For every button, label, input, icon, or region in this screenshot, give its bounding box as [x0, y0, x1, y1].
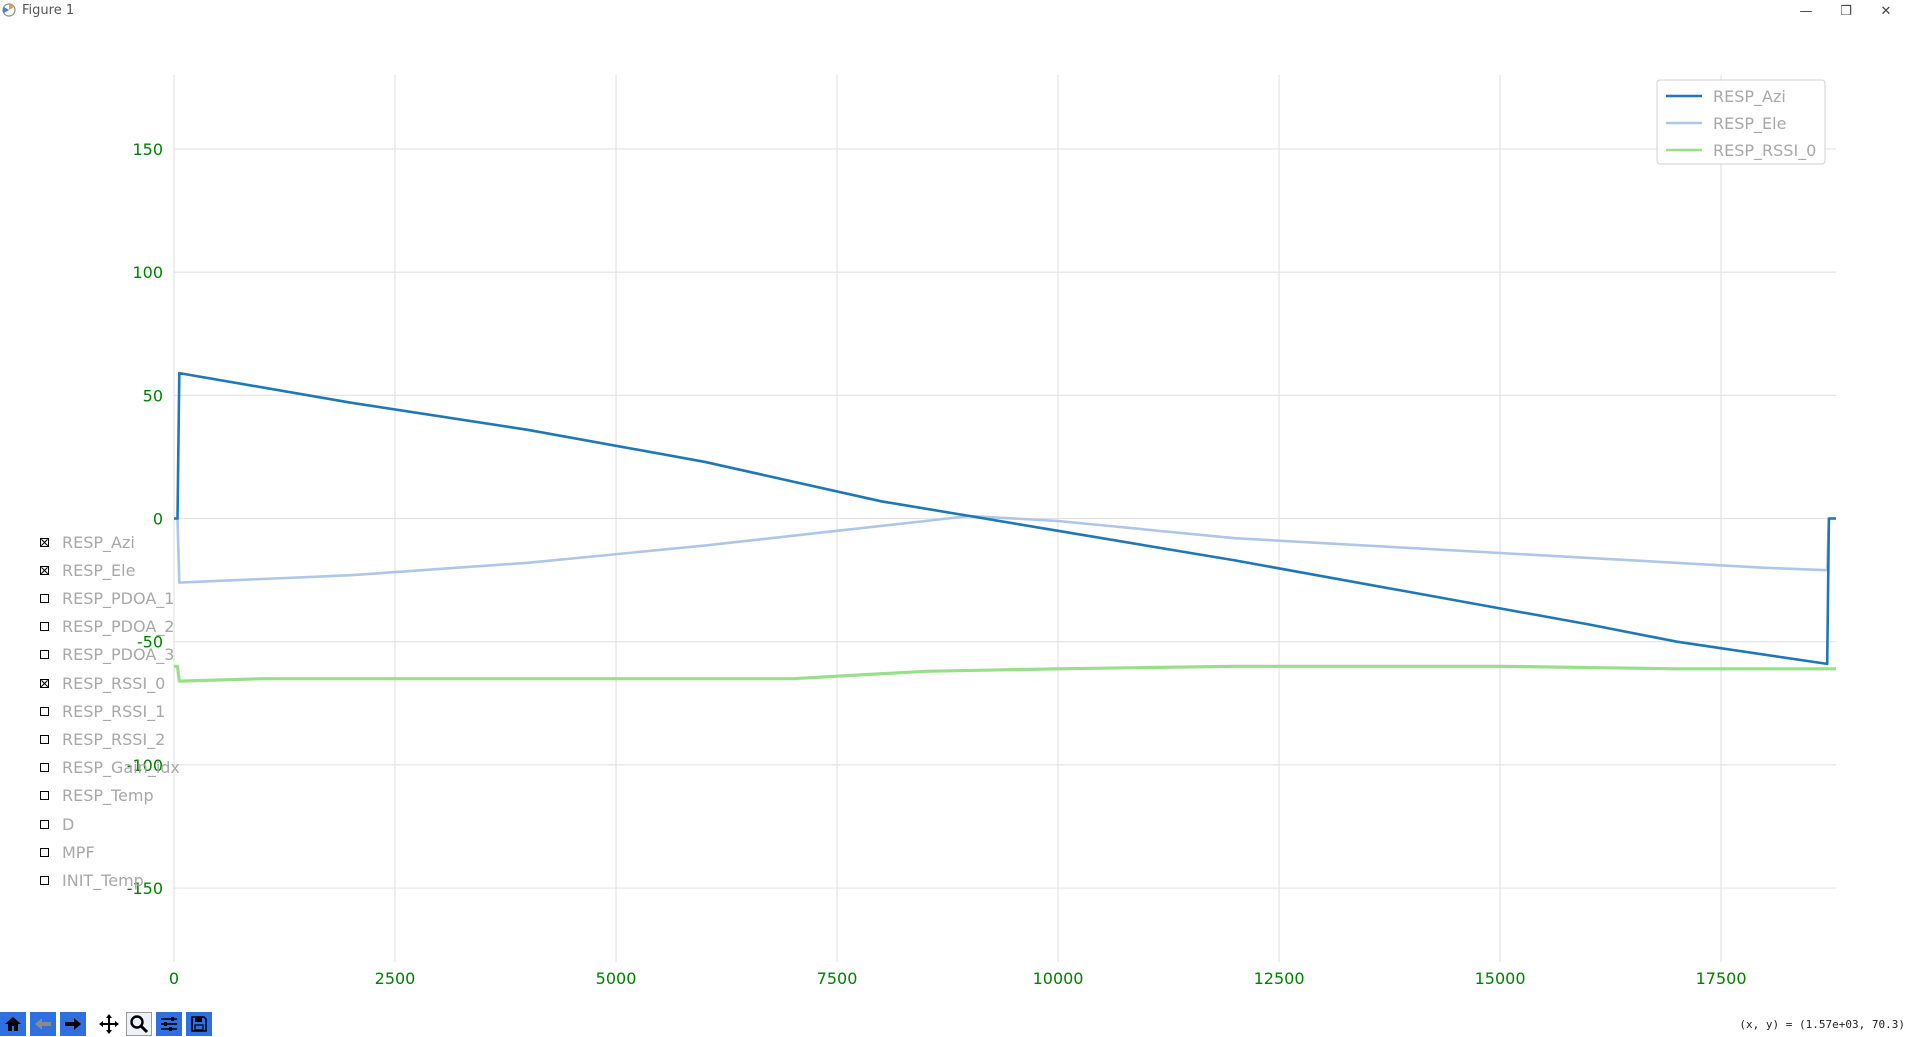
legend-label: RESP_Ele: [1713, 114, 1786, 134]
tick-labels: 0 2500 5000 7500 10000 12500 15000 17500 150 100 5…: [127, 140, 1747, 988]
home-icon: [5, 1017, 21, 1031]
y-tick-label: -50: [137, 633, 163, 652]
checkbox-checked[interactable]: [40, 678, 49, 688]
checkbox-unchecked[interactable]: [40, 593, 49, 603]
check-item-resp-rssi-1[interactable]: RESP_RSSI_1: [40, 700, 165, 722]
y-tick-label: 100: [132, 263, 163, 282]
check-item-d[interactable]: D: [40, 813, 74, 835]
checkbox-unchecked[interactable]: [40, 847, 49, 857]
series-line-resp-azi: [174, 371, 1836, 666]
x-tick-label: 12500: [1254, 969, 1305, 988]
save-icon: [191, 1016, 207, 1032]
check-item-resp-rssi-2[interactable]: RESP_RSSI_2: [40, 728, 165, 750]
checkbox-unchecked[interactable]: [40, 763, 49, 773]
checkbox-unchecked[interactable]: [40, 650, 49, 660]
series-lines: [174, 371, 1836, 683]
legend-label: RESP_Azi: [1713, 87, 1786, 107]
minimize-button[interactable]: —: [1786, 0, 1826, 22]
back-icon: [35, 1018, 51, 1030]
x-tick-label: 15000: [1475, 969, 1526, 988]
back-button[interactable]: [30, 1012, 56, 1036]
x-tick-label: 17500: [1696, 969, 1747, 988]
zoom-icon: [130, 1015, 149, 1034]
check-item-label: RESP_Temp: [62, 786, 154, 806]
check-item-label: RESP_RSSI_0: [62, 673, 166, 693]
save-button[interactable]: [186, 1012, 212, 1036]
check-item-resp-temp[interactable]: RESP_Temp: [40, 785, 154, 807]
check-item-label: RESP_PDOA_2: [62, 617, 175, 637]
pan-icon: [99, 1014, 119, 1034]
configure-subplots-button[interactable]: [156, 1012, 182, 1036]
check-item-resp-pdoa-2[interactable]: RESP_PDOA_2: [40, 616, 174, 638]
check-item-resp-rssi-0[interactable]: RESP_RSSI_0: [40, 672, 165, 694]
y-tick-label: -150: [127, 879, 163, 898]
navigation-toolbar: [0, 1012, 216, 1036]
check-item-label: RESP_PDOA_3: [62, 645, 175, 665]
check-item-label: MPF: [62, 842, 95, 862]
series-line-resp-rssi-0: [174, 664, 1836, 683]
home-button[interactable]: [0, 1012, 26, 1036]
y-tick-label: 150: [132, 140, 163, 159]
legend[interactable]: RESP_Azi RESP_Ele RESP_RSSI_0: [1656, 79, 1826, 165]
close-button[interactable]: ✕: [1866, 0, 1906, 22]
check-item-label: RESP_RSSI_2: [62, 729, 166, 749]
grid-lines: [173, 75, 1836, 962]
checkbox-unchecked[interactable]: [40, 791, 49, 801]
checkbox-unchecked[interactable]: [40, 734, 49, 744]
check-item-resp-pdoa-1[interactable]: RESP_PDOA_1: [40, 587, 174, 609]
check-item-label: INIT_Temp: [62, 870, 144, 890]
checkbox-unchecked[interactable]: [40, 622, 49, 632]
check-item-resp-pdoa-3[interactable]: RESP_PDOA_3: [40, 644, 174, 666]
check-item-init-temp[interactable]: INIT_Temp: [40, 869, 144, 891]
cursor-coordinates: (x, y) = (1.57e+03, 70.3): [1739, 1018, 1905, 1031]
window-title: Figure 1: [22, 3, 75, 18]
checkbox-unchecked[interactable]: [40, 706, 49, 716]
y-tick-label: 50: [143, 386, 163, 405]
pan-button[interactable]: [96, 1012, 122, 1036]
restore-button[interactable]: ❐: [1826, 0, 1866, 22]
check-item-mpf[interactable]: MPF: [40, 841, 95, 863]
minimize-icon: —: [1799, 3, 1813, 19]
check-item-resp-gain-idx[interactable]: RESP_Gain_idx: [40, 757, 180, 779]
forward-button[interactable]: [60, 1012, 86, 1036]
checkbox-unchecked[interactable]: [40, 875, 49, 885]
forward-icon: [65, 1018, 81, 1030]
zoom-button[interactable]: [126, 1012, 152, 1036]
close-icon: ✕: [1880, 3, 1892, 19]
window-titlebar: Figure 1 — ❐ ✕: [0, 0, 1915, 22]
checkbox-checked[interactable]: [40, 537, 49, 547]
x-tick-label: 0: [169, 969, 179, 988]
plot-canvas[interactable]: 0 2500 5000 7500 10000 12500 15000 17500 150 100 5…: [0, 0, 1915, 1010]
check-item-label: RESP_Gain_idx: [62, 758, 180, 778]
check-item-resp-azi[interactable]: RESP_Azi: [40, 531, 135, 553]
y-tick-label: 0: [153, 510, 163, 529]
series-line-resp-ele: [174, 514, 1836, 584]
x-tick-label: 5000: [596, 969, 637, 988]
check-item-label: D: [62, 814, 75, 834]
check-item-label: RESP_Ele: [62, 560, 136, 580]
check-item-label: RESP_Azi: [62, 532, 135, 552]
legend-box: [1656, 79, 1826, 165]
check-item-label: RESP_PDOA_1: [62, 588, 175, 608]
check-item-label: RESP_RSSI_1: [62, 701, 166, 721]
restore-icon: ❐: [1840, 3, 1852, 19]
check-item-resp-ele[interactable]: RESP_Ele: [40, 559, 135, 581]
x-tick-label: 10000: [1033, 969, 1084, 988]
x-tick-label: 2500: [375, 969, 416, 988]
checkbox-checked[interactable]: [40, 565, 49, 575]
matplotlib-app-icon: [2, 3, 16, 17]
legend-label: RESP_RSSI_0: [1713, 141, 1816, 161]
x-tick-label: 7500: [817, 969, 858, 988]
configure-subplots-icon: [161, 1017, 177, 1031]
y-tick-label: -100: [127, 756, 163, 775]
checkbox-unchecked[interactable]: [40, 819, 49, 829]
